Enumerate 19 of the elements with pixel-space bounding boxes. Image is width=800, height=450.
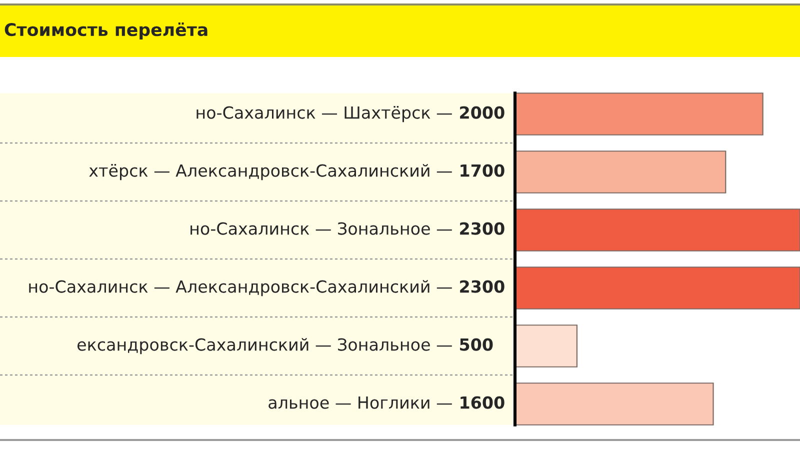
- bar: [515, 382, 714, 426]
- bar: [515, 324, 578, 368]
- data-label: 500: [460, 338, 493, 351]
- y-tick-label: ександровск-Сахалинский — Зональное —: [77, 338, 452, 354]
- text: Стоимость перелёта: [4, 22, 208, 40]
- data-label: 1700: [460, 164, 504, 177]
- y-tick-label: но-Сахалинск — Александровск-Сахалинский —: [29, 280, 452, 296]
- y-tick-label: альное — Ноглики —: [268, 396, 452, 409]
- bar: [515, 266, 800, 310]
- y-tick-label: хтёрск — Александровск-Сахалинский —: [89, 164, 452, 180]
- data-label: 2000: [460, 106, 504, 119]
- data-label: 2300: [460, 222, 504, 235]
- bar: [515, 208, 800, 252]
- bar: [515, 150, 726, 194]
- bar: [515, 92, 764, 136]
- y-tick-label: но-Сахалинск — Зональное —: [190, 222, 452, 235]
- data-label: 1600: [460, 396, 504, 409]
- y-tick-label: но-Сахалинск — Шахтёрск —: [196, 106, 452, 122]
- data-label: 2300: [460, 280, 504, 293]
